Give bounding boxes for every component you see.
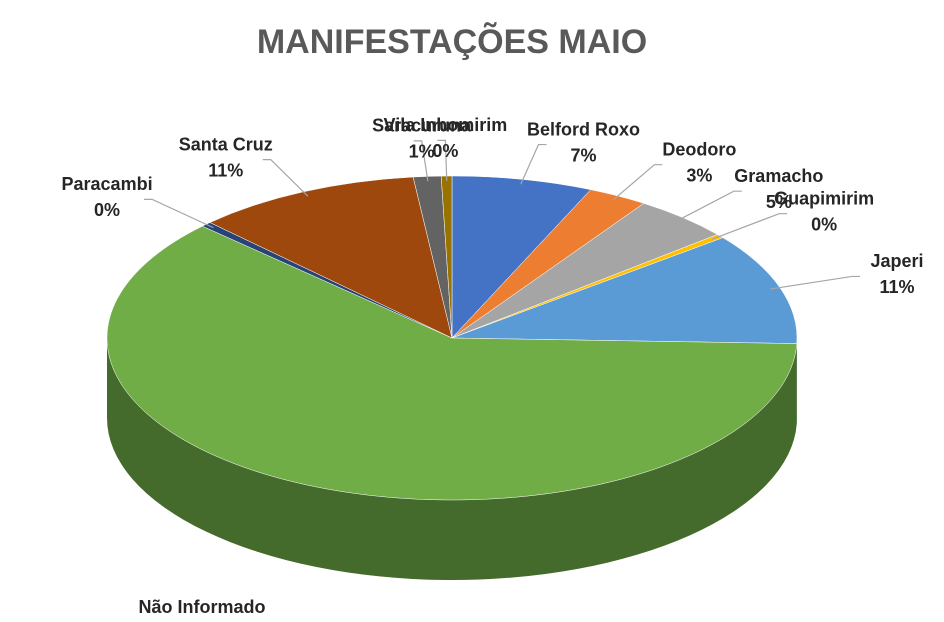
data-label-name: Japeri xyxy=(870,251,923,271)
leader-line xyxy=(612,164,663,201)
data-label-name: Deodoro xyxy=(662,139,736,159)
leader-line xyxy=(520,143,547,185)
leader-line xyxy=(262,159,309,197)
data-label-value: 11% xyxy=(208,160,243,180)
data-label-value: 7% xyxy=(570,145,596,165)
data-label-value: 1% xyxy=(409,142,435,162)
leader-line xyxy=(144,198,214,229)
data-label-name: Santa Cruz xyxy=(179,134,273,154)
data-label-name: Gramacho xyxy=(734,166,823,186)
chart-title: MANIFESTAÇÕES MAIO xyxy=(257,23,647,61)
data-label-name: Paracambi xyxy=(62,174,153,194)
data-label-value: 3% xyxy=(686,165,712,185)
data-label-value: 11% xyxy=(879,277,914,297)
leader-line xyxy=(437,139,448,181)
leader-line xyxy=(769,275,860,290)
data-label-name: Não Informado xyxy=(138,597,265,617)
leader-line xyxy=(413,140,429,182)
data-label-value: 0% xyxy=(811,214,837,234)
data-label-value: 0% xyxy=(94,200,120,220)
data-label-name: Saracuruna xyxy=(372,116,472,136)
data-label-value: 0% xyxy=(432,141,458,161)
pie-side xyxy=(107,338,797,580)
leader-line xyxy=(675,190,742,222)
data-label-name: Guapimirim xyxy=(774,188,874,208)
pie-slice xyxy=(106,225,798,501)
data-label-name: Belford Roxo xyxy=(527,119,640,139)
data-label-value: 5% xyxy=(766,192,792,212)
leader-line xyxy=(711,213,788,240)
data-label-name: Vila Inhomirim xyxy=(384,115,508,135)
